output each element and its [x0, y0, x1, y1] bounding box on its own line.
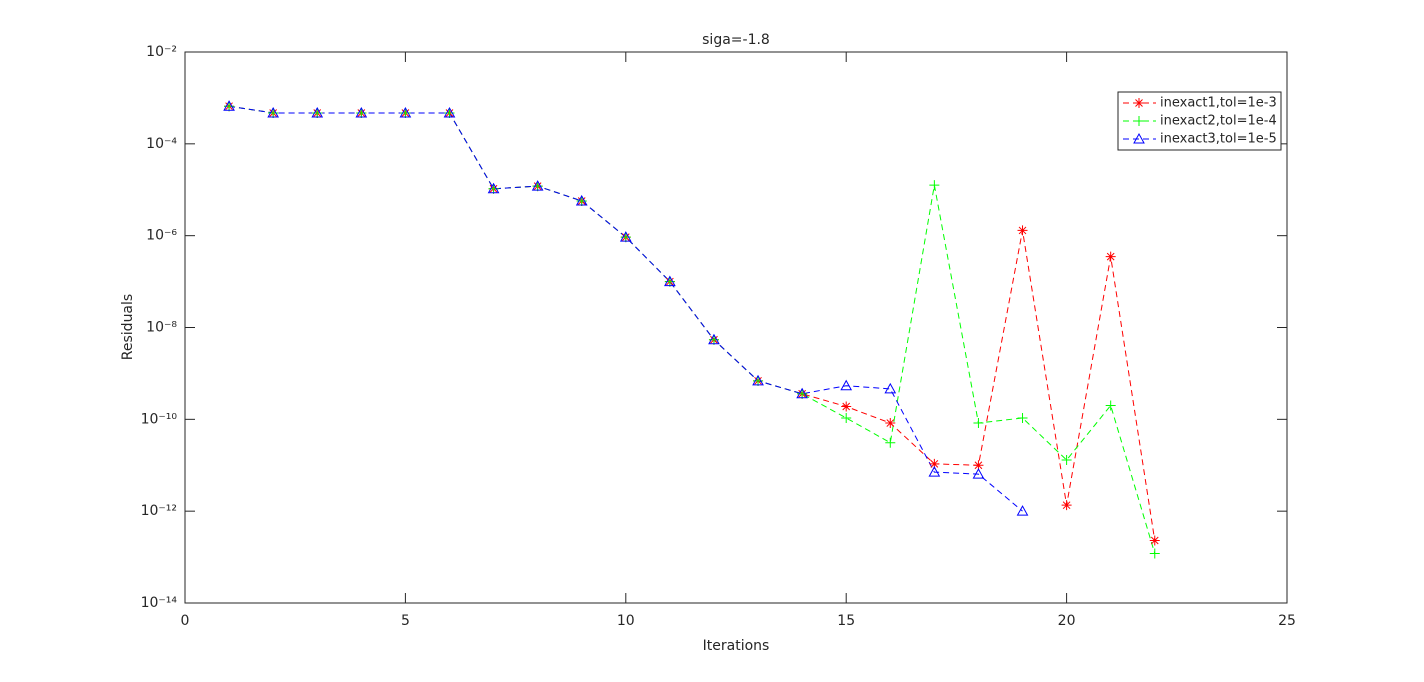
- y-axis-label: Residuals: [120, 294, 136, 360]
- x-tick-label: 10: [617, 613, 635, 629]
- marker: [928, 466, 941, 477]
- marker: [929, 180, 940, 191]
- marker: [840, 379, 853, 391]
- marker: [841, 401, 852, 412]
- marker: [708, 333, 720, 345]
- legend-label: inexact1,tol=1e-3: [1160, 96, 1277, 111]
- y-tick-label: 10⁻¹⁴: [141, 595, 178, 611]
- marker: [311, 106, 324, 118]
- x-axis-label: Iterations: [703, 638, 770, 654]
- marker: [223, 100, 235, 111]
- marker: [575, 194, 588, 206]
- marker: [972, 468, 985, 479]
- marker: [1105, 400, 1116, 411]
- x-tick-label: 5: [401, 613, 410, 629]
- legend-label: inexact2,tol=1e-4: [1160, 114, 1277, 129]
- marker: [1061, 500, 1072, 511]
- marker: [1105, 251, 1116, 262]
- marker: [885, 418, 896, 429]
- marker: [664, 275, 676, 287]
- y-tick-label: 10⁻⁴: [146, 136, 177, 152]
- x-tick-label: 0: [181, 613, 190, 629]
- marker: [1149, 535, 1160, 546]
- legend-marker: [1134, 116, 1144, 126]
- marker: [355, 106, 368, 118]
- legend-marker: [1134, 98, 1144, 108]
- chart-title: siga=-1.8: [702, 32, 770, 48]
- marker: [885, 437, 896, 448]
- marker: [487, 182, 500, 194]
- marker: [1017, 412, 1028, 423]
- marker: [841, 412, 852, 423]
- marker: [443, 106, 456, 118]
- marker: [619, 231, 632, 242]
- marker: [531, 180, 544, 191]
- marker: [1061, 455, 1072, 466]
- marker: [973, 460, 984, 471]
- marker: [267, 106, 280, 118]
- marker: [1017, 225, 1028, 236]
- marker: [796, 387, 808, 399]
- x-tick-label: 25: [1278, 613, 1296, 629]
- marker: [399, 106, 412, 118]
- y-tick-label: 10⁻¹⁰: [141, 411, 178, 427]
- marker: [973, 418, 984, 429]
- y-tick-label: 10⁻⁸: [146, 320, 177, 336]
- marker: [929, 458, 940, 469]
- y-tick-label: 10⁻⁶: [146, 228, 177, 244]
- legend-label: inexact3,tol=1e-5: [1160, 132, 1277, 147]
- x-tick-label: 15: [837, 613, 855, 629]
- y-tick-label: 10⁻¹²: [141, 503, 177, 519]
- marker: [1149, 548, 1160, 559]
- x-tick-label: 20: [1058, 613, 1076, 629]
- marker: [1016, 505, 1029, 516]
- y-tick-label: 10⁻²: [146, 44, 177, 60]
- marker: [752, 374, 764, 386]
- legend-marker: [1133, 132, 1145, 144]
- legend: inexact1,tol=1e-3 inexact2,tol=1e-4 inexac…: [1117, 91, 1282, 151]
- marker: [884, 382, 897, 394]
